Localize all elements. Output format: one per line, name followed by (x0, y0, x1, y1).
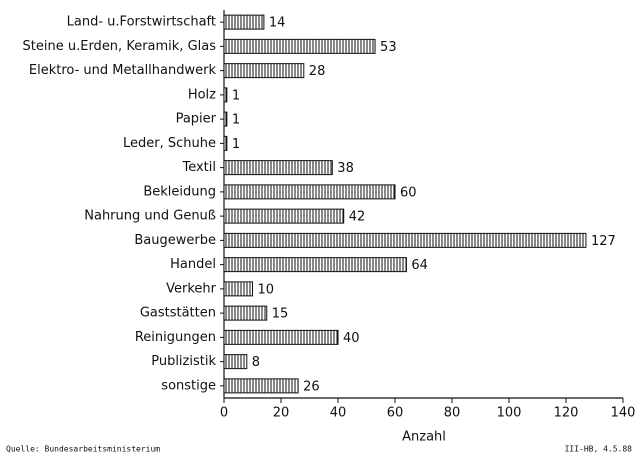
y-tick-label: sonstige (161, 378, 216, 393)
x-tick-label: 40 (330, 406, 347, 421)
y-tick-label: Steine u.Erden, Keramik, Glas (23, 39, 217, 54)
data-label: 1 (232, 113, 240, 128)
bar (223, 305, 268, 321)
data-label: 1 (232, 88, 240, 103)
y-tick-label: Textil (181, 160, 216, 175)
y-tick-label: Publizistik (151, 354, 216, 369)
data-label: 8 (252, 355, 260, 370)
x-tick-label: 100 (497, 406, 522, 421)
bar (223, 257, 407, 273)
bar (223, 63, 305, 79)
bar (223, 38, 376, 54)
bar (223, 281, 253, 297)
y-tick-label: Land- u.Forstwirtschaft (67, 15, 216, 30)
data-label: 1 (232, 137, 240, 152)
x-tick-label: 140 (611, 406, 636, 421)
data-label: 53 (380, 40, 397, 55)
bar (223, 208, 345, 224)
x-tick-label: 60 (387, 406, 404, 421)
y-tick-label: Handel (170, 257, 216, 272)
bar (223, 135, 228, 151)
x-axis-label: Anzahl (402, 430, 446, 445)
data-label: 60 (400, 185, 417, 200)
y-tick-label: Baugewerbe (134, 233, 216, 248)
y-tick-label: Verkehr (166, 281, 217, 296)
y-tick-label: Holz (188, 87, 216, 102)
data-label: 14 (269, 16, 286, 31)
data-label: 42 (349, 210, 366, 225)
data-label: 38 (337, 161, 354, 176)
bar (223, 232, 587, 248)
y-tick-label: Leder, Schuhe (123, 136, 216, 151)
x-tick-label: 80 (444, 406, 461, 421)
note: III-HB, 4.5.88 (565, 445, 633, 454)
bar (223, 14, 265, 30)
data-label: 26 (303, 379, 320, 394)
y-tick-label: Gaststätten (140, 306, 216, 321)
data-label: 40 (343, 331, 360, 346)
data-label: 10 (258, 282, 275, 297)
bar (223, 378, 299, 394)
bar (223, 329, 339, 345)
y-tick-label: Elektro- und Metallhandwerk (29, 63, 217, 78)
y-tick-label: Bekleidung (143, 184, 216, 199)
y-tick-label: Reinigungen (135, 330, 216, 345)
data-label: 15 (272, 307, 289, 322)
data-label: 28 (309, 64, 326, 79)
bar (223, 160, 333, 176)
y-tick-label: Nahrung und Genuß (84, 209, 216, 224)
bar (223, 354, 248, 370)
bar (223, 87, 228, 103)
x-tick-label: 120 (554, 406, 579, 421)
data-label: 127 (591, 234, 616, 249)
x-tick-label: 0 (220, 406, 228, 421)
y-tick-label: Papier (176, 112, 217, 127)
source: Quelle: Bundesarbeitsministerium (6, 445, 160, 454)
x-tick-label: 20 (273, 406, 290, 421)
bar (223, 111, 228, 127)
data-label: 64 (411, 258, 428, 273)
bar (223, 184, 396, 200)
